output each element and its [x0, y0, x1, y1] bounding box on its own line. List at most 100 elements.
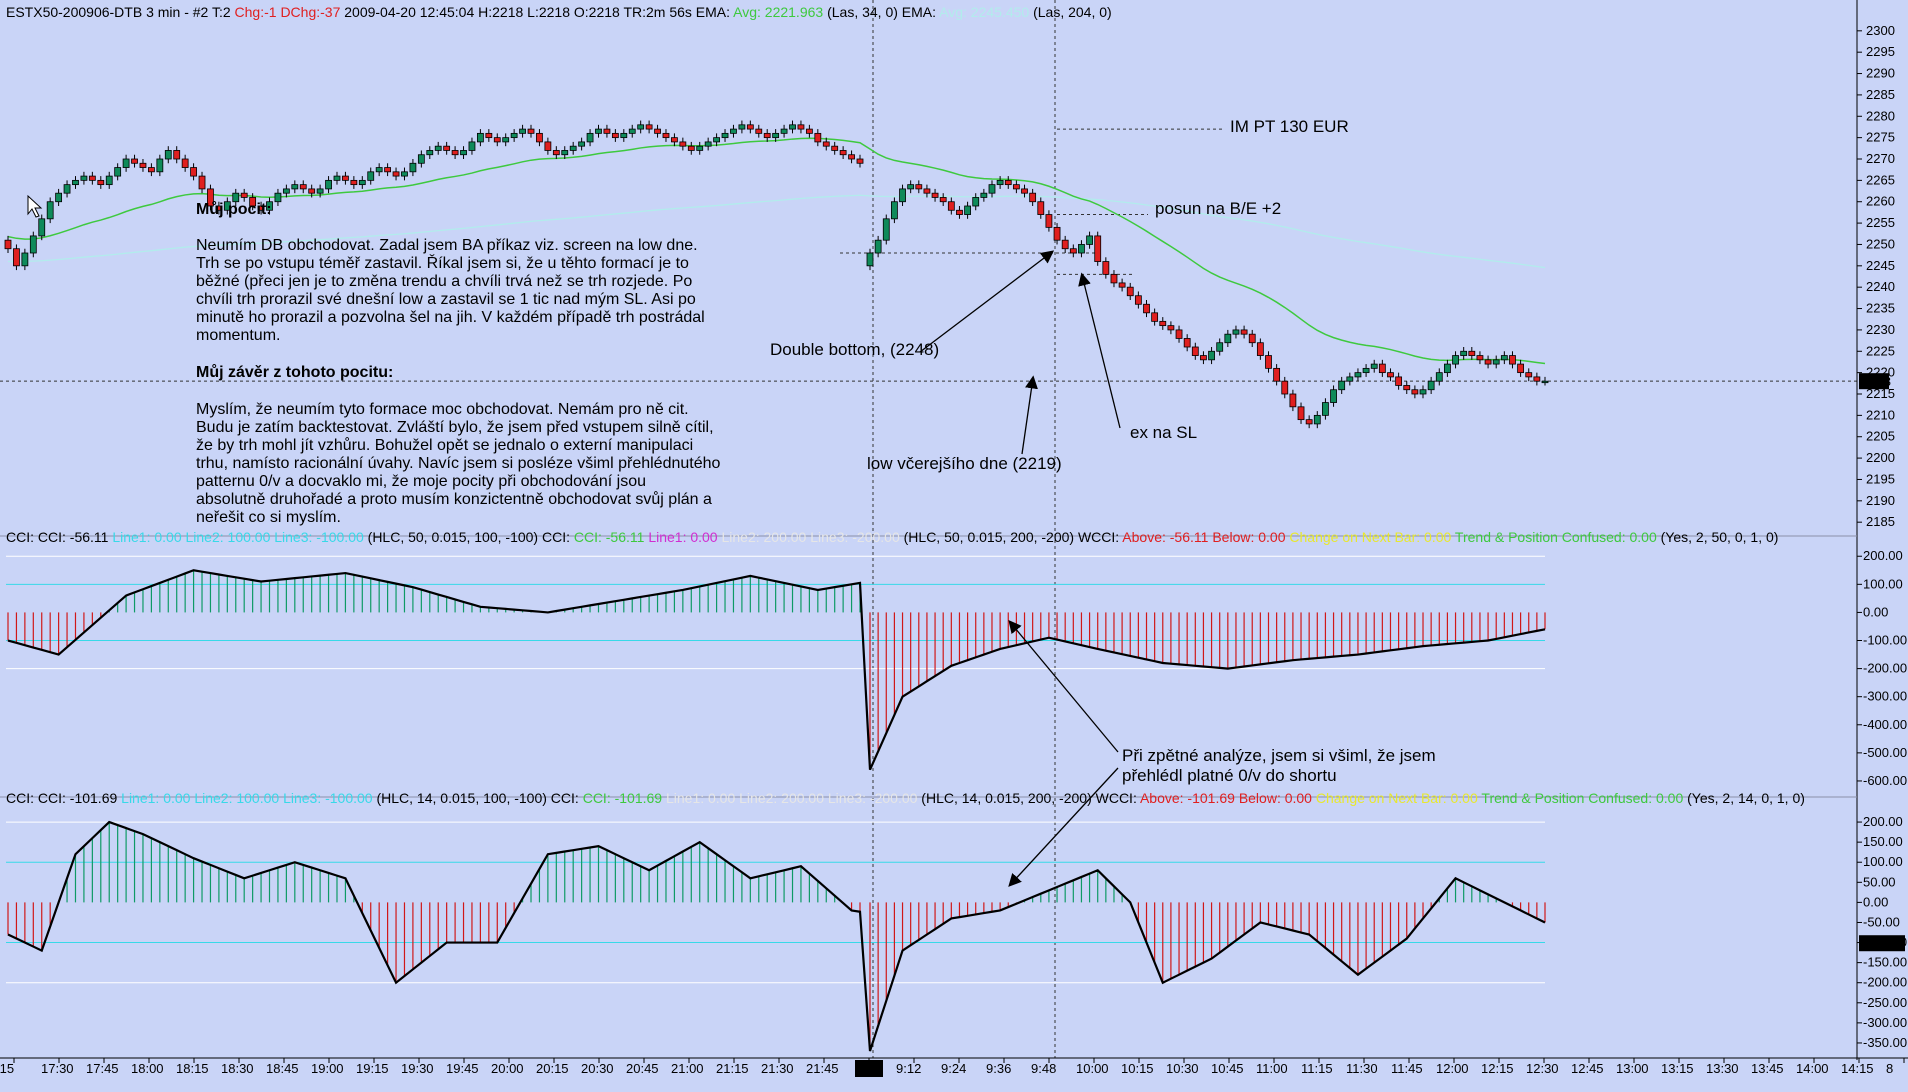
time-tick-label: 20:15	[536, 1061, 569, 1076]
today-candle	[1086, 231, 1093, 249]
candle-body	[947, 201, 955, 211]
prev-candle	[375, 163, 383, 177]
time-tick-label: 13:30	[1706, 1061, 1739, 1076]
candle-body	[561, 150, 569, 156]
today-candle	[915, 180, 923, 194]
time-tick-label: 19:45	[446, 1061, 479, 1076]
today-candle	[907, 180, 915, 194]
annotation-arrows	[919, 250, 1121, 887]
time-tick-label: 19:15	[356, 1061, 389, 1076]
candle-body	[342, 175, 349, 181]
header-segment: Change on Next Bar: 0.00	[1289, 529, 1455, 545]
time-tick-label: 10:45	[1211, 1061, 1244, 1076]
time-tick-label: 4/20	[857, 1061, 882, 1076]
today-candle	[1224, 329, 1232, 347]
candle-body	[1305, 419, 1313, 425]
candle-body	[797, 124, 805, 130]
prev-candle	[485, 129, 493, 142]
prev-candle	[468, 137, 476, 155]
candle-body	[586, 132, 594, 143]
today-candle	[1151, 308, 1159, 326]
note-paragraph-2: Myslím, že neumím tyto formace moc obcho…	[196, 401, 721, 526]
cci-tick-label: -300.00	[1863, 1015, 1907, 1030]
candle-body	[493, 137, 501, 143]
candle-body	[1110, 273, 1118, 284]
candle-body	[964, 205, 971, 215]
prev-candle	[122, 154, 130, 172]
cci-14-pane[interactable]	[6, 820, 1546, 1052]
candle-body	[687, 145, 695, 151]
time-tick-label: 13:15	[1661, 1061, 1694, 1076]
prev-candle	[426, 146, 434, 159]
prev-candle	[105, 171, 113, 189]
candle-body	[1265, 355, 1272, 369]
candle-body	[1167, 325, 1175, 331]
today-candle	[1517, 359, 1525, 377]
candle-body	[156, 158, 164, 173]
prev-candle	[687, 141, 695, 155]
prev-candle	[552, 146, 560, 159]
candle-body	[409, 162, 417, 173]
annotation-im-pt: IM PT 130 EUR	[1230, 117, 1349, 136]
candle-body	[358, 179, 366, 186]
note-heading-2: Můj závěr z tohoto pocitu:	[196, 364, 393, 381]
candle-body	[72, 179, 79, 186]
header-segment: Line3: -100.00	[274, 529, 367, 545]
prev-candle	[460, 146, 467, 159]
candle-body	[299, 184, 307, 190]
candle-body	[240, 192, 248, 198]
prev-candle	[139, 159, 147, 172]
price-tick-label: 2225	[1866, 343, 1895, 358]
candle-body	[88, 175, 96, 181]
cci-tick-label: 50.00	[1863, 874, 1896, 889]
time-tick-label: 14:00	[1796, 1061, 1829, 1076]
prev-candle	[595, 124, 602, 138]
note-line: absolutně druhořadé a proto musím konzic…	[196, 490, 712, 508]
today-candle	[1029, 188, 1037, 206]
cci-tick-label: -600.00	[1863, 773, 1907, 788]
today-candle	[899, 184, 906, 206]
prev-candle	[63, 180, 71, 198]
candle-body	[746, 124, 754, 130]
candle-body	[1094, 235, 1102, 262]
ema-204-line	[7, 194, 1546, 269]
cci-50-pane[interactable]	[6, 555, 1546, 771]
candle-body	[654, 128, 661, 134]
candle-body	[805, 128, 813, 134]
arrow-double-bottom	[919, 250, 1055, 353]
header-segment: Line3: -100.00	[283, 790, 376, 806]
today-candle	[947, 197, 955, 215]
prev-candle	[358, 176, 366, 189]
cci-tick-label: -100.00	[1863, 633, 1907, 648]
cci-tick-label: -500.00	[1863, 745, 1907, 760]
candle-body	[939, 197, 947, 203]
candle-body	[114, 167, 122, 177]
header-segment: Below: 0.00	[1212, 529, 1289, 545]
candle-body	[915, 184, 923, 190]
price-tick-label: 2290	[1866, 66, 1895, 81]
time-tick-label: 14:15	[1841, 1061, 1874, 1076]
candle-body	[527, 128, 535, 134]
price-tick-label: 2195	[1866, 471, 1895, 486]
candle-body	[738, 124, 746, 130]
candle-body	[1460, 350, 1468, 356]
cci-50-header: CCI: CCI: -56.11 Line1: 0.00 Line2: 100.…	[6, 529, 1778, 545]
header-segment: CCI: CCI: -56.11	[6, 529, 112, 545]
candle-body	[1370, 363, 1378, 369]
today-candle	[1273, 364, 1281, 386]
note-line: patternu 0/v a docvaklo mi, že moje poci…	[196, 473, 646, 490]
prev-candle	[730, 124, 737, 138]
candle-body	[1395, 376, 1403, 386]
today-candle	[1240, 325, 1248, 339]
candle-body	[46, 201, 54, 220]
mouse-cursor-icon	[27, 194, 43, 218]
annotation-double-bottom: Double bottom, (2248)	[770, 340, 939, 359]
time-tick-label: 13:45	[1751, 1061, 1784, 1076]
header-segment: CCI: -101.69	[583, 790, 666, 806]
prev-candle	[805, 124, 813, 138]
price-pane[interactable]	[0, 0, 1857, 1058]
candle-body	[1256, 342, 1264, 356]
annotation-ex-na-sl: ex na SL	[1130, 423, 1197, 442]
candle-body	[63, 184, 71, 194]
today-candle	[1492, 355, 1500, 369]
